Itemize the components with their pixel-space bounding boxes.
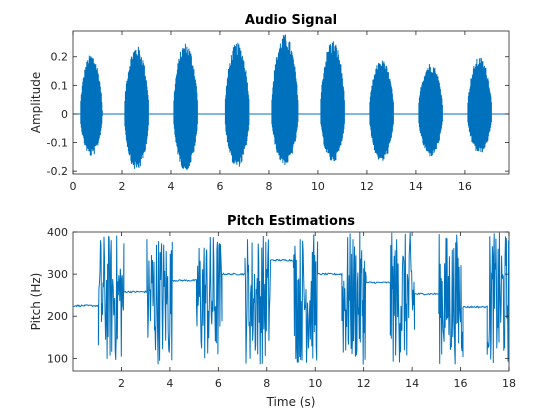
pitch-estimations-ytick-label: 300: [47, 268, 68, 281]
audio-signal-xtick-label: 8: [265, 180, 272, 193]
pitch-estimations-xtick-label: 10: [308, 377, 322, 390]
audio-signal-segment: [224, 42, 250, 167]
pitch-estimations-line: [72, 232, 510, 365]
audio-signal-segment: [124, 46, 149, 169]
pitch-estimations-title: Pitch Estimations: [227, 214, 355, 229]
audio-signal-xtick-label: 16: [458, 180, 472, 193]
audio-signal-segment: [320, 41, 345, 161]
pitch-estimations-xtick-label: 14: [405, 377, 419, 390]
pitch-estimations-xtick-label: 18: [502, 377, 516, 390]
pitch-estimations-xtick-label: 12: [357, 377, 371, 390]
pitch-estimations-ytick-label: 400: [47, 226, 68, 239]
audio-signal-segment: [173, 43, 198, 171]
audio-signal-xtick-label: 10: [311, 180, 325, 193]
pitch-estimations-xtick-label: 8: [263, 377, 270, 390]
audio-signal-ytick-label: -0.2: [47, 165, 68, 178]
pitch-estimations-ytick-label: 200: [47, 310, 68, 323]
audio-signal-ytick-label: 0: [61, 108, 68, 121]
pitch-estimations-xtick-label: 6: [215, 377, 222, 390]
audio-signal-title: Audio Signal: [245, 13, 337, 28]
audio-signal-xtick-label: 14: [409, 180, 423, 193]
audio-signal-xtick-label: 0: [70, 180, 77, 193]
pitch-estimations-xtick-label: 2: [118, 377, 125, 390]
pitch-estimations-xlabel: Time (s): [266, 395, 316, 409]
pitch-estimations-plot-area: [72, 231, 510, 372]
audio-signal-segment: [369, 60, 394, 161]
audio-signal-ytick-label: -0.1: [47, 137, 68, 150]
audio-signal-ylabel: Amplitude: [29, 72, 43, 134]
audio-signal-ticks: 0 2 4 6 8 10 12 14 16 -0.2 -0.1 0 0.1 0.2: [47, 31, 509, 193]
pitch-estimations-series: [72, 232, 510, 365]
audio-signal-xtick-label: 12: [360, 180, 374, 193]
pitch-estimations-axes: 2 4 6 8 10 12 14 16 18 100 200 300 400 Pitch Estimat…: [29, 214, 516, 409]
pitch-estimations-ytick-label: 100: [47, 352, 68, 365]
pitch-estimations-ylabel: Pitch (Hz): [29, 273, 43, 331]
audio-signal-xtick-label: 4: [167, 180, 174, 193]
audio-signal-xtick-label: 2: [118, 180, 125, 193]
audio-signal-waveform: [73, 34, 509, 171]
audio-signal-segment: [467, 57, 492, 153]
audio-signal-xtick-label: 6: [216, 180, 223, 193]
audio-signal-segment: [271, 34, 299, 165]
audio-signal-ytick-label: 0.2: [51, 51, 69, 64]
pitch-estimations-ticks: 2 4 6 8 10 12 14 16 18 100 200 300 400: [47, 226, 516, 390]
pitch-estimations-xtick-label: 4: [166, 377, 173, 390]
audio-signal-segment: [418, 64, 443, 157]
audio-signal-segment: [80, 55, 103, 156]
pitch-estimations-xtick-label: 16: [454, 377, 468, 390]
audio-signal-ytick-label: 0.1: [51, 79, 69, 92]
audio-signal-axes: 0 2 4 6 8 10 12 14 16 -0.2 -0.1 0 0.1 0.2 Audio Signa…: [29, 13, 510, 193]
